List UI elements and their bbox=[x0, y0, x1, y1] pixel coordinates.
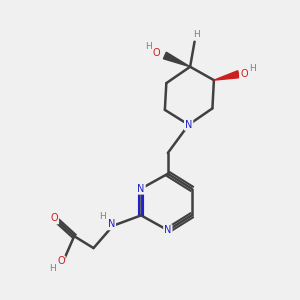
Text: N: N bbox=[137, 184, 145, 194]
Text: N: N bbox=[164, 225, 172, 235]
Text: H: H bbox=[49, 264, 56, 273]
Text: N: N bbox=[108, 219, 115, 229]
Text: O: O bbox=[50, 213, 58, 224]
Text: O: O bbox=[240, 69, 248, 79]
Text: N: N bbox=[185, 120, 192, 130]
Text: H: H bbox=[193, 31, 200, 40]
Text: O: O bbox=[57, 256, 64, 266]
Text: O: O bbox=[153, 48, 160, 58]
Text: H: H bbox=[250, 64, 256, 74]
Polygon shape bbox=[214, 71, 239, 80]
Text: H: H bbox=[145, 42, 152, 51]
Polygon shape bbox=[164, 52, 190, 67]
Text: H: H bbox=[99, 212, 106, 221]
